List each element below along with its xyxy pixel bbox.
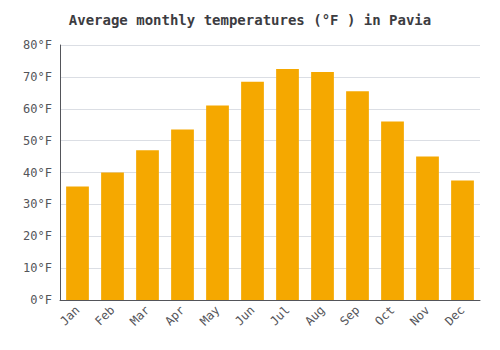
svg-text:Dec: Dec <box>442 303 467 328</box>
svg-text:Mar: Mar <box>127 303 152 328</box>
svg-text:30°F: 30°F <box>23 197 52 211</box>
svg-text:May: May <box>197 303 222 328</box>
svg-text:Aug: Aug <box>302 303 327 328</box>
svg-text:Jun: Jun <box>232 303 257 328</box>
svg-text:40°F: 40°F <box>23 166 52 180</box>
svg-text:Sep: Sep <box>337 303 362 328</box>
svg-text:Oct: Oct <box>372 303 397 328</box>
svg-text:Apr: Apr <box>162 303 187 328</box>
svg-text:20°F: 20°F <box>23 229 52 243</box>
svg-text:60°F: 60°F <box>23 102 52 116</box>
svg-text:70°F: 70°F <box>23 70 52 84</box>
svg-text:80°F: 80°F <box>23 38 52 52</box>
svg-text:10°F: 10°F <box>23 261 52 275</box>
svg-text:Jul: Jul <box>267 303 292 328</box>
svg-text:Feb: Feb <box>92 303 117 328</box>
svg-text:Jan: Jan <box>57 303 82 328</box>
svg-text:0°F: 0°F <box>30 293 52 307</box>
svg-text:50°F: 50°F <box>23 134 52 148</box>
svg-text:Nov: Nov <box>407 303 432 328</box>
svg-text:Average monthly temperatures (: Average monthly temperatures (°F ) in Pa… <box>69 12 431 28</box>
